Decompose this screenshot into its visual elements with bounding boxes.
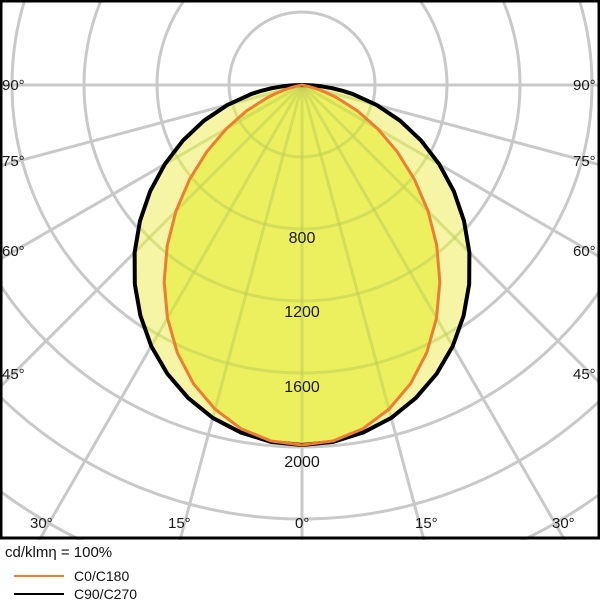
value-label-0: 800 [289, 230, 316, 247]
angle-label-left-1: 75° [2, 153, 25, 170]
value-label-1: 1200 [284, 304, 320, 321]
value-ray--60 [134, 85, 303, 367]
value-label-2: 1600 [284, 379, 320, 396]
legend-swatch-c0-c180 [14, 575, 64, 577]
value-ray-45 [300, 85, 470, 445]
angle-label-right-3: 45° [573, 366, 596, 383]
value-ray--30 [134, 85, 304, 445]
value-ray-30 [300, 85, 470, 445]
angle-label-right-1: 75° [573, 153, 596, 170]
legend-label-c90-c270: C90/C270 [74, 586, 138, 602]
angle-tick-labels: 90° 75° 60° 45° 90° 75° 60° 45° 30° 15° 0° 15° 30° [2, 77, 596, 532]
angle-label-bottom-2: 0° [295, 515, 309, 532]
angle-label-left-0: 90° [2, 77, 25, 94]
grid-ray-75 [301, 83, 600, 167]
legend-label-c0-c180: C0/C180 [74, 568, 130, 584]
value-label-3: 2000 [284, 454, 320, 471]
value-ray--45 [134, 85, 304, 445]
legend-area: cd/klmη = 100% C0/C180 C90/C270 [0, 540, 600, 602]
plot-border [0, 0, 600, 540]
angle-label-bottom-0: 30° [30, 515, 53, 532]
angle-label-left-2: 60° [2, 243, 25, 260]
plot-area: 90° 75° 60° 45° 90° 75° 60° 45° 30° 15° 0° 15° 30° 8… [0, 0, 600, 540]
units-label: cd/klmη = 100% [5, 544, 113, 561]
angle-label-right-0: 90° [573, 77, 596, 94]
angle-label-left-3: 45° [2, 366, 25, 383]
angle-label-bottom-1: 15° [168, 515, 191, 532]
legend-item-c90-c270: C90/C270 [14, 586, 137, 602]
curve-c0-c180 [162, 83, 442, 447]
polar-plot-svg: 90° 75° 60° 45° 90° 75° 60° 45° 30° 15° 0° 15° 30° 8… [0, 0, 600, 540]
value-ray--15 [155, 85, 304, 445]
angle-label-bottom-3: 15° [415, 515, 438, 532]
value-ray-60 [301, 85, 470, 367]
grid-ray--75 [0, 83, 303, 168]
legend-item-c0-c180: C0/C180 [14, 568, 129, 584]
distribution-curves [132, 83, 472, 447]
value-ray-15 [300, 85, 449, 445]
radial-value-labels: 800 1200 1600 2000 [284, 230, 320, 471]
angle-label-bottom-4: 30° [552, 515, 575, 532]
angle-label-right-2: 60° [573, 243, 596, 260]
legend-swatch-c90-c270 [14, 593, 64, 595]
